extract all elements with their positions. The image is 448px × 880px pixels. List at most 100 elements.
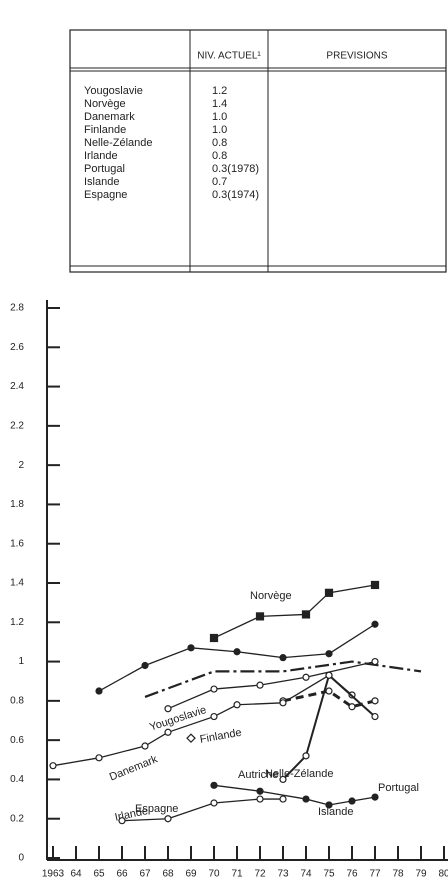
row-value: 0.8 <box>212 137 227 149</box>
marker <box>325 687 333 695</box>
marker <box>210 685 218 693</box>
y-tick-label: 2 <box>18 460 24 471</box>
marker <box>302 795 310 803</box>
marker <box>95 754 103 762</box>
x-tick-label: 69 <box>185 869 197 880</box>
marker <box>348 797 356 805</box>
marker <box>370 580 380 590</box>
marker <box>371 697 379 705</box>
marker <box>256 681 264 689</box>
x-tick-label: 70 <box>208 869 220 880</box>
marker <box>164 815 172 823</box>
marker <box>255 612 265 621</box>
y-tick-label: 0.2 <box>10 813 24 824</box>
row-value: 1.0 <box>212 124 227 136</box>
y-tick-label: 0.4 <box>10 774 24 785</box>
row-value: 0.7 <box>212 176 227 188</box>
marker <box>279 699 287 707</box>
y-tick-label: 1.6 <box>10 538 24 549</box>
x-tick-label: 1963 <box>42 869 65 880</box>
y-tick-label: 1 <box>18 656 24 667</box>
x-tick-label: 68 <box>162 869 174 880</box>
y-tick-label: 1.8 <box>10 499 24 510</box>
marker <box>279 795 287 803</box>
marker <box>325 650 333 658</box>
x-tick-label: 77 <box>369 869 381 880</box>
y-tick-label: 1.4 <box>10 578 24 589</box>
marker <box>209 633 219 643</box>
marker <box>210 781 218 789</box>
series-line <box>213 584 376 639</box>
x-tick-label: 76 <box>346 869 358 880</box>
marker <box>325 801 333 809</box>
marker <box>279 654 287 662</box>
marker <box>210 799 218 807</box>
series-label: Espagne <box>135 803 178 815</box>
x-tick-label: 73 <box>277 869 289 880</box>
marker <box>164 728 172 736</box>
y-tick-label: 2.8 <box>10 303 24 314</box>
marker <box>187 644 195 652</box>
marker <box>49 762 57 770</box>
row-label: Irlande <box>84 150 118 162</box>
marker <box>325 671 333 679</box>
row-value: 1.2 <box>212 85 227 97</box>
row-label: Danemark <box>84 111 135 123</box>
y-tick-label: 2.6 <box>10 342 24 353</box>
row-label: Finlande <box>84 124 126 136</box>
row-label: Islande <box>84 176 119 188</box>
series-label: Autriche <box>238 769 278 781</box>
marker <box>371 620 379 628</box>
y-tick-label: 2.2 <box>10 420 24 431</box>
y-tick-label: 0 <box>18 853 24 864</box>
row-label: Nelle-Zélande <box>84 137 152 149</box>
series-line <box>213 784 376 806</box>
marker <box>371 657 379 666</box>
series-line <box>144 660 422 698</box>
marker <box>302 673 310 681</box>
x-tick-label: 75 <box>323 869 335 880</box>
x-tick-label: 80 <box>438 869 448 880</box>
row-value: 0.3(1974) <box>212 189 259 201</box>
row-label: Portugal <box>84 163 125 175</box>
y-tick-label: 0.6 <box>10 735 24 746</box>
marker <box>256 795 264 803</box>
table-header: NIV. ACTUEL¹ <box>197 51 261 62</box>
series-line <box>98 623 376 692</box>
marker <box>324 588 334 597</box>
marker <box>210 712 218 721</box>
x-tick-label: 71 <box>231 869 243 880</box>
y-tick-label: 2.4 <box>10 381 24 392</box>
marker <box>141 742 149 750</box>
series-label: Islande <box>318 806 353 818</box>
series-label: Portugal <box>378 782 419 794</box>
row-value: 0.3(1978) <box>212 163 259 175</box>
table-frame <box>69 29 447 273</box>
marker <box>371 793 379 801</box>
row-value: 1.4 <box>212 98 227 110</box>
marker <box>301 610 311 619</box>
marker <box>164 705 172 713</box>
marker <box>302 752 310 760</box>
x-tick-label: 74 <box>300 869 312 880</box>
y-tick-label: 0.8 <box>10 695 24 706</box>
x-tick-label: 72 <box>254 869 266 880</box>
marker <box>256 787 264 795</box>
row-label: Espagne <box>84 189 127 201</box>
row-value: 1.0 <box>212 111 227 123</box>
marker <box>233 701 241 709</box>
marker <box>118 817 126 825</box>
marker <box>95 687 103 695</box>
x-tick-label: 78 <box>392 869 404 880</box>
series-line <box>282 673 376 781</box>
marker <box>233 648 241 656</box>
row-label: Yougoslavie <box>84 85 143 97</box>
x-tick-label: 67 <box>139 869 151 880</box>
x-tick-label: 66 <box>116 869 128 880</box>
x-tick-label: 65 <box>93 869 105 880</box>
table-header: PREVISIONS <box>326 51 387 62</box>
marker <box>279 775 287 784</box>
series-label: Norvège <box>250 590 292 602</box>
x-tick-label: 64 <box>70 869 82 880</box>
